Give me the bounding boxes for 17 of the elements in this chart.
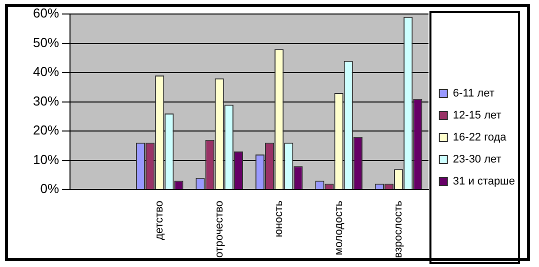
y-tick-label: 60% [32,6,60,21]
y-tick-label: 20% [32,122,60,138]
y-tick-label: 30% [32,93,60,108]
x-tick-label: юность [273,200,286,238]
legend-label: 23-30 лет [452,154,502,166]
x-tick-label: отрочество [213,200,226,258]
y-tick-label: 10% [32,152,60,167]
y-tick-label: 50% [32,34,60,50]
legend-label: 16-22 года [452,132,508,144]
legend-label: 31 и старше [452,176,516,188]
y-tick-label: 40% [32,64,60,80]
legend-label: 6-11 лет [452,88,494,100]
x-tick-label: детство [154,200,166,240]
y-tick-label: 0% [40,181,60,196]
legend-label: 12-15 лет [452,110,502,122]
x-tick-label: взрослость [392,200,405,258]
x-tick-label: молодость [332,200,345,256]
